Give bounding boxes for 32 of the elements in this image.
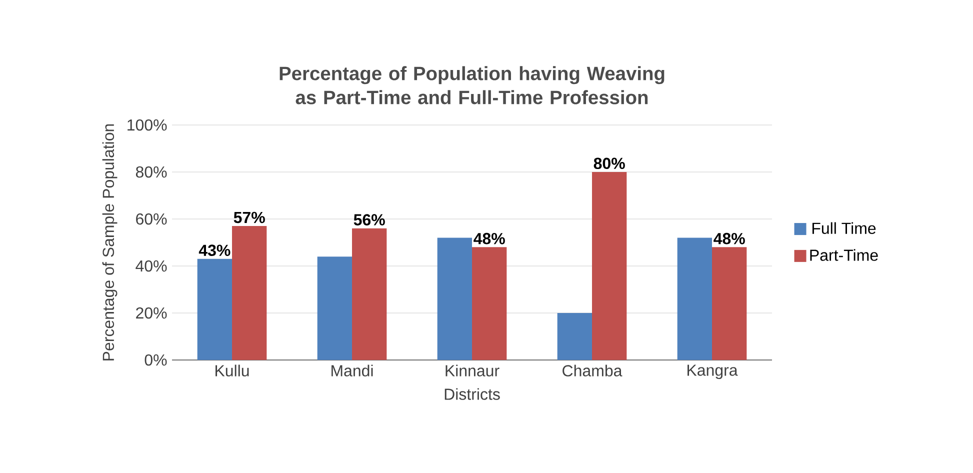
- legend-label: Part-Time: [810, 249, 878, 261]
- data-label: 43%: [198, 244, 230, 256]
- bar: [557, 312, 592, 360]
- x-tick-label: Mandi: [332, 364, 373, 376]
- x-tick-label: Kangra: [688, 364, 738, 380]
- x-axis-title: Districts: [444, 388, 500, 400]
- data-label: 48%: [474, 232, 505, 244]
- y-tick-label: 0%: [144, 354, 167, 366]
- bar: [317, 256, 352, 360]
- data-label: 56%: [354, 214, 385, 226]
- bar: [232, 226, 267, 360]
- y-tick-label: 60%: [136, 213, 167, 225]
- data-label: 48%: [714, 232, 745, 244]
- bar: [677, 238, 712, 360]
- chart-title: Percentage of Population having Weaving as Part-Time and Full-Time Profession: [280, 66, 664, 104]
- x-tick-label: Kinnaur: [446, 364, 500, 376]
- bar: [352, 228, 387, 360]
- bar: [197, 258, 232, 360]
- y-tick-label: 20%: [136, 307, 167, 319]
- data-label: 57%: [234, 212, 265, 224]
- y-axis-title: Percentage of Sample Population: [102, 124, 118, 360]
- x-tick-label: Chamba: [562, 364, 622, 376]
- y-tick-label: 100%: [128, 119, 167, 131]
- bar: [592, 172, 627, 360]
- y-tick-label: 40%: [136, 260, 167, 272]
- x-tick-label: Kullu: [216, 364, 249, 376]
- data-label: 80%: [594, 158, 625, 170]
- bar: [437, 238, 472, 360]
- legend-label: Full Time: [812, 222, 876, 234]
- bar: [472, 247, 507, 360]
- bar: [712, 247, 747, 360]
- y-tick-label: 80%: [136, 166, 167, 178]
